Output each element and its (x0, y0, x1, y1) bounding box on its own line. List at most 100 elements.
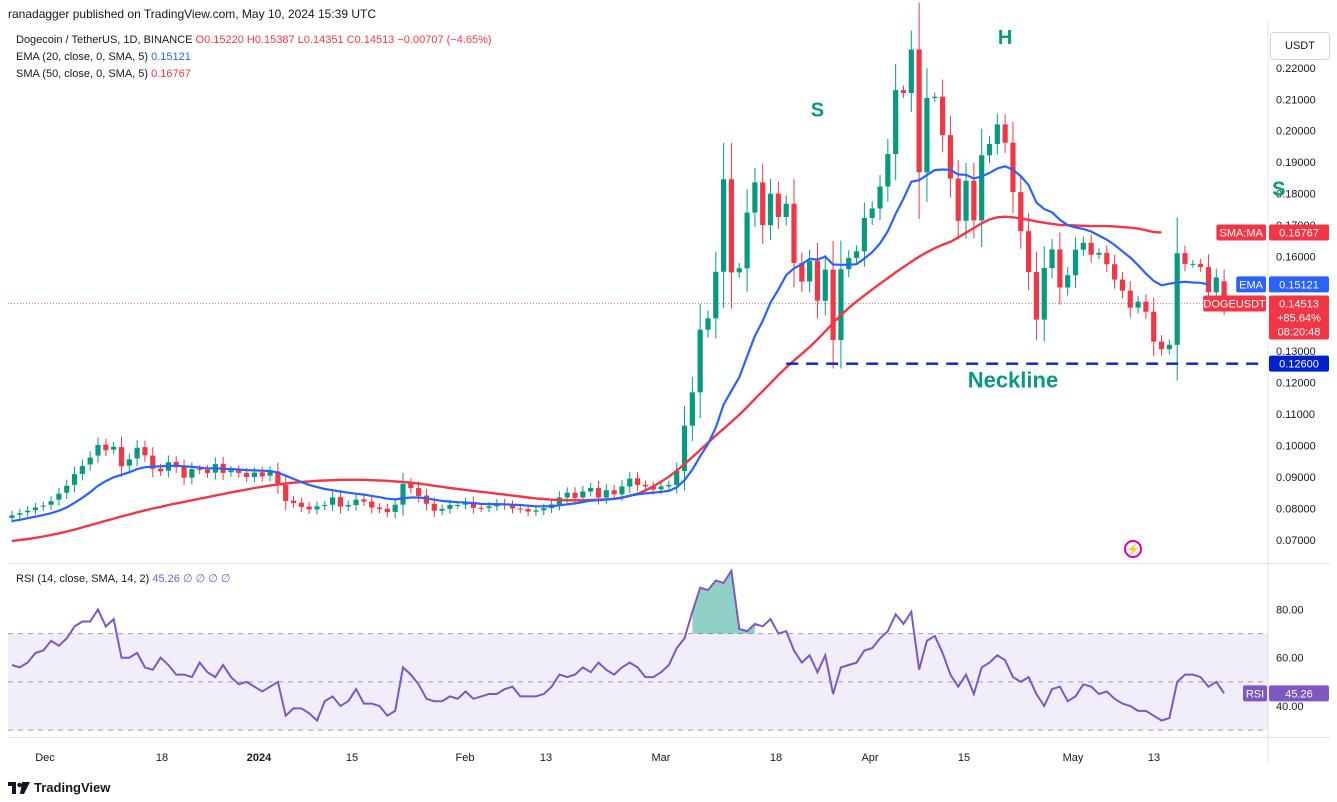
candle-body (791, 203, 797, 263)
candle (1002, 114, 1008, 153)
candle (142, 440, 148, 462)
candle-body (1112, 264, 1118, 280)
candle (846, 250, 852, 277)
candle-body (783, 203, 789, 217)
candle (955, 160, 961, 240)
candle (509, 500, 516, 514)
price-tag-name: SMA:MA (1219, 228, 1263, 240)
time-tick-label: 15 (958, 752, 970, 764)
candle (1127, 280, 1133, 318)
candle-body (1182, 253, 1188, 264)
price-tag-value: 0.15121 (1279, 279, 1319, 291)
candle (736, 263, 742, 278)
candle (807, 249, 813, 293)
candle (1151, 297, 1157, 356)
candle (298, 497, 304, 513)
candle-body (619, 486, 625, 495)
candle-body (572, 492, 578, 498)
candle-body (721, 179, 727, 272)
candle-body (1096, 252, 1102, 255)
ema-value: 0.15121 (151, 51, 191, 63)
candle-body (423, 495, 430, 504)
price-tag-value: 0.16767 (1279, 228, 1319, 240)
price-tag-value: 0.14513 (1279, 298, 1319, 310)
candle (1049, 239, 1055, 279)
price-tag-box (1269, 295, 1329, 340)
price-tick-label: 0.21000 (1276, 94, 1316, 106)
sma-label[interactable]: SMA (50, close, 0, SMA, 5) (16, 68, 149, 80)
currency-button[interactable]: USDT (1270, 32, 1330, 60)
candle (71, 466, 78, 493)
candle-body (1213, 277, 1219, 293)
ohlc-values: O0.15220 H0.15387 L0.14351 C0.14513 −0.0… (195, 34, 492, 46)
sma-50-line (11, 215, 1162, 543)
candle-body (728, 179, 735, 273)
candle-body (244, 472, 250, 478)
candle-body (893, 90, 899, 155)
candle-body (767, 193, 774, 226)
candle-body (611, 490, 617, 495)
candle-body (1002, 124, 1008, 143)
candle-body (979, 155, 985, 221)
price-axis-tag: EMA 0.15121 (1236, 276, 1329, 293)
candle (861, 202, 867, 267)
ema-label[interactable]: EMA (20, close, 0, SMA, 5) (16, 51, 149, 63)
candle-body (799, 262, 805, 282)
rsi-tick-label: 40.00 (1276, 701, 1304, 713)
time-tick-label: Feb (456, 752, 475, 764)
symbol-name[interactable]: Dogecoin / TetherUS, 1D, BINANCE (16, 34, 193, 46)
candle (1198, 259, 1204, 272)
candle (642, 480, 649, 491)
rsi-label[interactable]: RSI (14, close, SMA, 14, 2) (16, 573, 150, 585)
sma-value: 0.16767 (151, 68, 191, 80)
lightning-icon[interactable]: ⚡ (1124, 540, 1142, 558)
candle-body (416, 488, 422, 496)
candle-body (900, 90, 907, 93)
candle (971, 163, 977, 239)
candle-body (736, 268, 742, 273)
candle (64, 479, 70, 499)
candle (979, 128, 985, 248)
candle (1112, 255, 1118, 289)
candle-body (564, 492, 570, 498)
price-tick-label: 0.09000 (1276, 472, 1316, 484)
candle-body (932, 96, 938, 98)
candle-body (64, 485, 70, 493)
candle-body (580, 491, 586, 498)
price-tick-label: 0.20000 (1276, 126, 1316, 138)
candle-body (431, 503, 437, 511)
candle-body (1158, 341, 1165, 350)
candle-body (1127, 290, 1133, 308)
candle (681, 406, 688, 491)
candle (56, 487, 62, 506)
candle (1041, 246, 1047, 342)
candle-body (971, 180, 977, 221)
candle-body (603, 490, 609, 498)
rsi-tick-label: 80.00 (1276, 604, 1304, 616)
legend-ema-row: EMA (20, close, 0, SMA, 5) 0.15121 (16, 51, 191, 63)
candle-body (635, 478, 641, 485)
candle (306, 501, 312, 515)
candle-body (916, 49, 922, 173)
price-axis-tag: 0.12600 (1269, 355, 1329, 372)
time-tick-label: 2024 (247, 752, 272, 764)
time-tick-label: 13 (1148, 752, 1160, 764)
candle (986, 136, 993, 164)
candle-body (1065, 275, 1071, 288)
candle (87, 451, 93, 471)
candle-body (955, 178, 961, 221)
tradingview-brand[interactable]: TradingView (34, 780, 111, 795)
candle-body (509, 505, 516, 509)
candle-body (807, 260, 813, 282)
candle-body (259, 472, 265, 477)
candle (400, 472, 406, 516)
candle-body (455, 505, 461, 507)
candle (1057, 232, 1063, 305)
candle (830, 241, 836, 369)
candle-body (1205, 267, 1212, 293)
candle (760, 163, 766, 244)
candle-body (283, 484, 289, 501)
candle-body (517, 508, 523, 510)
candle (416, 481, 422, 503)
